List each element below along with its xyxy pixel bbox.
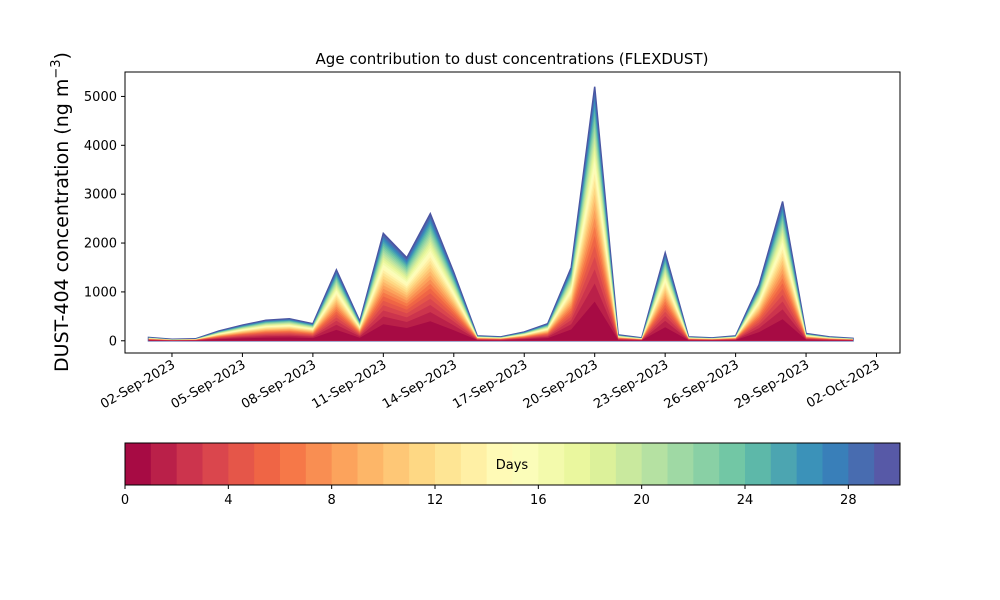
x-tick-label: 14-Sep-2023 — [380, 357, 460, 412]
area-layer-day-26 — [148, 101, 854, 341]
colorbar-bin — [874, 443, 901, 485]
y-axis: 0 1000 2000 3000 4000 5000 — [84, 90, 125, 349]
x-tick-label: 17-Sep-2023 — [450, 357, 530, 412]
colorbar-bin — [512, 443, 539, 485]
area-layer-day-0 — [148, 301, 854, 341]
y-tick-label: 4000 — [84, 139, 117, 154]
colorbar-tick-label: 16 — [530, 493, 547, 508]
y-axis-label: DUST-404 concentration (ng m−3) — [49, 52, 73, 372]
colorbar-bin — [305, 443, 333, 485]
colorbar-bin — [848, 443, 875, 485]
x-tick-label: 11-Sep-2023 — [310, 357, 390, 412]
colorbar-bin — [590, 443, 617, 485]
area-layer-day-28 — [148, 91, 854, 341]
chart-title: Age contribution to dust concentrations … — [316, 50, 709, 68]
colorbar-bin — [641, 443, 668, 485]
colorbar-bin — [796, 443, 823, 485]
colorbar-tick-label: 28 — [840, 493, 857, 508]
area-layer-day-25 — [148, 105, 854, 341]
colorbar-bin — [486, 443, 513, 485]
colorbar-bin — [435, 443, 462, 485]
colorbar-bin — [538, 443, 565, 485]
x-tick-label: 20-Sep-2023 — [521, 357, 601, 412]
colorbar-bin — [383, 443, 410, 485]
colorbar-bin — [254, 443, 281, 485]
y-axis-label-main: DUST-404 concentration (ng m — [51, 79, 73, 372]
y-axis-label-superscript: −3 — [49, 59, 64, 78]
colorbar-bin — [719, 443, 746, 485]
y-tick-label: 0 — [109, 334, 117, 349]
colorbar-bin — [770, 443, 798, 485]
x-tick-label: 05-Sep-2023 — [169, 357, 249, 412]
colorbar-bin — [357, 443, 384, 485]
colorbar-bin — [176, 443, 203, 485]
x-tick-label: 23-Sep-2023 — [591, 357, 671, 412]
colorbar-tick-label: 0 — [121, 493, 129, 508]
y-tick-label: 5000 — [84, 90, 117, 105]
colorbar-bin — [822, 443, 849, 485]
area-layer-day-23 — [148, 116, 854, 341]
colorbar-bin — [667, 443, 694, 485]
x-tick-label: 02-Oct-2023 — [804, 357, 882, 411]
colorbar-tick-label: 20 — [633, 493, 650, 508]
x-tick-label: 02-Sep-2023 — [98, 357, 178, 412]
area-layer-day-29 — [147, 86, 854, 342]
colorbar-bin — [331, 443, 358, 485]
colorbar-bin — [460, 443, 488, 485]
colorbar-tick-label: 24 — [737, 493, 754, 508]
colorbar-bin — [125, 443, 152, 485]
colorbar-bin — [280, 443, 307, 485]
stacked-area-layers — [147, 86, 854, 342]
x-tick-label: 08-Sep-2023 — [239, 357, 319, 412]
colorbar-label: Days — [496, 458, 529, 473]
colorbar-bin — [228, 443, 255, 485]
colorbar-bin — [202, 443, 229, 485]
area-layer-day-24 — [148, 110, 854, 341]
colorbar-bin — [615, 443, 643, 485]
x-tick-label: 29-Sep-2023 — [732, 357, 812, 412]
colorbar-frame — [124, 442, 901, 486]
colorbar-tick-label: 12 — [427, 493, 444, 508]
colorbar-bin — [693, 443, 720, 485]
y-tick-label: 1000 — [84, 285, 117, 300]
colorbar-bin — [745, 443, 772, 485]
y-tick-label: 3000 — [84, 188, 117, 203]
x-tick-label: 26-Sep-2023 — [662, 357, 742, 412]
y-tick-label: 2000 — [84, 237, 117, 252]
y-axis-label-close: ) — [51, 52, 73, 59]
colorbar-tick-label: 8 — [328, 493, 336, 508]
colorbar-bin — [150, 443, 178, 485]
area-layer-day-22 — [148, 121, 854, 341]
colorbar: 0 4 8 12 16 20 24 28 — [121, 442, 901, 508]
colorbar-bin — [409, 443, 436, 485]
colorbar-tick-label: 4 — [224, 493, 232, 508]
x-axis: 02-Sep-202305-Sep-202308-Sep-202311-Sep-… — [98, 353, 883, 412]
colorbar-bin — [564, 443, 591, 485]
area-layer-day-27 — [148, 96, 854, 341]
plot-frame — [124, 71, 901, 354]
